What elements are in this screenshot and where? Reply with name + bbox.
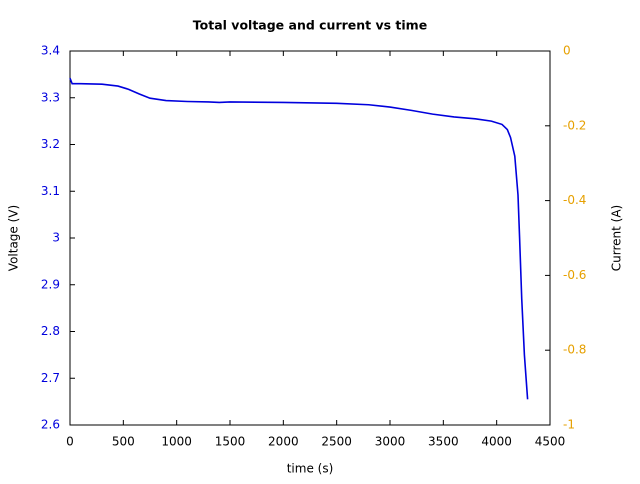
y2-tick-label: 0 xyxy=(563,44,571,58)
line-series xyxy=(69,77,529,400)
y-tick-label: 2.6 xyxy=(41,418,60,432)
y-axis-label: Voltage (V) xyxy=(7,205,21,271)
y2-tick-label: -0.8 xyxy=(563,343,586,357)
x-tick-label: 4500 xyxy=(535,435,566,449)
y2-tick-label: -1 xyxy=(563,418,575,432)
y-tick-label: 3.1 xyxy=(41,184,60,198)
x-tick-label: 4000 xyxy=(481,435,512,449)
chart-title: Total voltage and current vs time xyxy=(193,18,427,33)
y-tick-label: 3 xyxy=(52,231,60,245)
y2-axis-label: Current (A) xyxy=(610,205,624,271)
y-tick-label: 2.7 xyxy=(41,371,60,385)
x-tick-label: 500 xyxy=(112,435,135,449)
y-tick-label: 3.2 xyxy=(41,137,60,151)
x-tick-label: 2000 xyxy=(268,435,299,449)
y-tick-label: 3.4 xyxy=(41,44,60,58)
y-tick-label: 2.8 xyxy=(41,324,60,338)
x-tick-label: 0 xyxy=(66,435,74,449)
y2-tick-label: -0.6 xyxy=(563,268,586,282)
x-tick-label: 3000 xyxy=(375,435,406,449)
x-tick-label: 1500 xyxy=(215,435,246,449)
y2-tick-label: -0.4 xyxy=(563,193,586,207)
y-tick-label: 2.9 xyxy=(41,277,60,291)
x-axis-label: time (s) xyxy=(287,462,334,476)
x-tick-label: 2500 xyxy=(321,435,352,449)
x-tick-label: 1000 xyxy=(161,435,192,449)
y2-tick-label: -0.2 xyxy=(563,118,586,132)
x-tick-label: 3500 xyxy=(428,435,459,449)
y-tick-label: 3.3 xyxy=(41,90,60,104)
